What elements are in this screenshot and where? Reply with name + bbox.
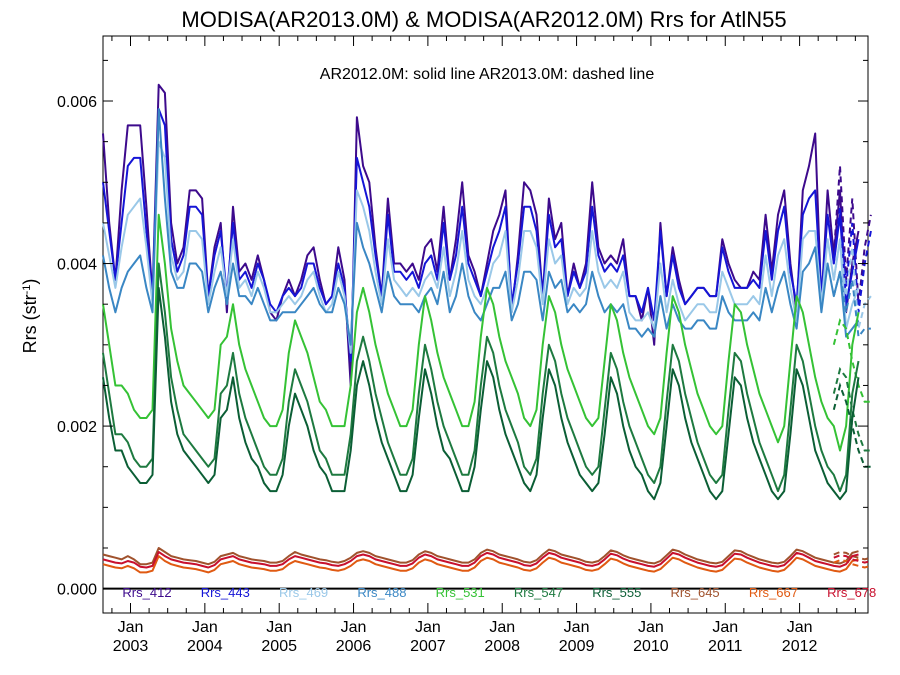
series-dashed-rrs-667 <box>833 559 872 569</box>
x-tick-label-year: 2003 <box>113 638 149 655</box>
y-axis-label: Rrs (str-1) <box>20 279 40 354</box>
y-tick-label: 0.002 <box>57 419 97 436</box>
x-tick-label-year: 2005 <box>261 638 297 655</box>
series-dashed-rrs-531 <box>832 318 871 403</box>
legend-label-rrs-645: Rrs_645 <box>671 585 720 600</box>
y-ticks: 0.000 0.002 0.004 0.006 <box>57 59 868 599</box>
plot-frame <box>102 35 869 614</box>
y-axis-label-tail: ) <box>20 279 40 285</box>
legend-label-rrs-488: Rrs_488 <box>357 585 406 600</box>
x-tick-label-month: Jan <box>192 619 218 636</box>
series-line-rrs-488 <box>102 108 860 346</box>
y-tick-label: 0.000 <box>57 582 97 599</box>
series-dashed-rrs-645 <box>833 550 872 561</box>
legend-label-rrs-412: Rrs_412 <box>122 585 171 600</box>
x-ticks: Jan 2003 Jan 2004 Jan 2005 Jan 2006 Jan 2007 Jan 20… <box>111 36 856 655</box>
x-tick-label-month: Jan <box>489 619 515 636</box>
series-dashed-rrs-678 <box>833 554 872 564</box>
series-line-rrs-667 <box>102 555 859 574</box>
line-style-annotation: AR2012.0M: solid line AR2013.0M: dashed … <box>320 66 655 83</box>
series-line-rrs-443 <box>102 108 860 363</box>
x-tick-label-year: 2011 <box>708 638 743 655</box>
legend: Rrs_412 Rrs_443 Rrs_469 Rrs_488 Rrs_531 Rrs_5… <box>122 585 876 600</box>
series-group <box>102 83 872 574</box>
legend-label-rrs-443: Rrs_443 <box>201 585 250 600</box>
x-tick-label-month: Jan <box>118 619 144 636</box>
x-tick-label-month: Jan <box>712 619 738 636</box>
chart-title: MODISA(AR2013.0M) & MODISA(AR2012.0M) Rr… <box>181 7 786 32</box>
series-dashed-rrs-488 <box>832 271 871 340</box>
x-tick-label-month: Jan <box>638 619 664 636</box>
legend-label-rrs-547: Rrs_547 <box>514 585 563 600</box>
series-line-rrs-645 <box>102 547 859 566</box>
series-dashed-rrs-412 <box>832 165 872 305</box>
series-line-rrs-555 <box>102 286 860 501</box>
series-line-rrs-547 <box>102 262 860 493</box>
legend-label-rrs-469: Rrs_469 <box>279 585 328 600</box>
x-tick-label-month: Jan <box>415 619 441 636</box>
legend-label-rrs-555: Rrs_555 <box>592 585 641 600</box>
legend-label-rrs-667: Rrs_667 <box>749 585 798 600</box>
x-tick-label-month: Jan <box>787 619 813 636</box>
legend-label-rrs-678: Rrs_678 <box>827 585 876 600</box>
x-tick-label-year: 2006 <box>336 638 372 655</box>
series-line-rrs-469 <box>102 140 860 354</box>
x-tick-label-year: 2010 <box>633 638 669 655</box>
x-tick-label-month: Jan <box>564 619 590 636</box>
series-line-rrs-678 <box>102 551 859 569</box>
legend-label-rrs-531: Rrs_531 <box>436 585 485 600</box>
y-axis-label-sup: -1 <box>21 285 33 295</box>
y-tick-label: 0.004 <box>57 257 97 274</box>
y-tick-label: 0.006 <box>57 94 97 111</box>
x-tick-label-month: Jan <box>341 619 367 636</box>
x-tick-label-year: 2008 <box>484 638 520 655</box>
x-tick-label-month: Jan <box>266 619 292 636</box>
series-line-rrs-531 <box>102 213 860 452</box>
x-tick-label-year: 2004 <box>187 638 223 655</box>
x-tick-label-year: 2007 <box>410 638 446 655</box>
x-tick-label-year: 2009 <box>559 638 595 655</box>
x-tick-label-year: 2012 <box>782 638 818 655</box>
y-axis-label-main: Rrs (str <box>20 294 40 353</box>
series-dashed-rrs-547 <box>832 366 871 452</box>
